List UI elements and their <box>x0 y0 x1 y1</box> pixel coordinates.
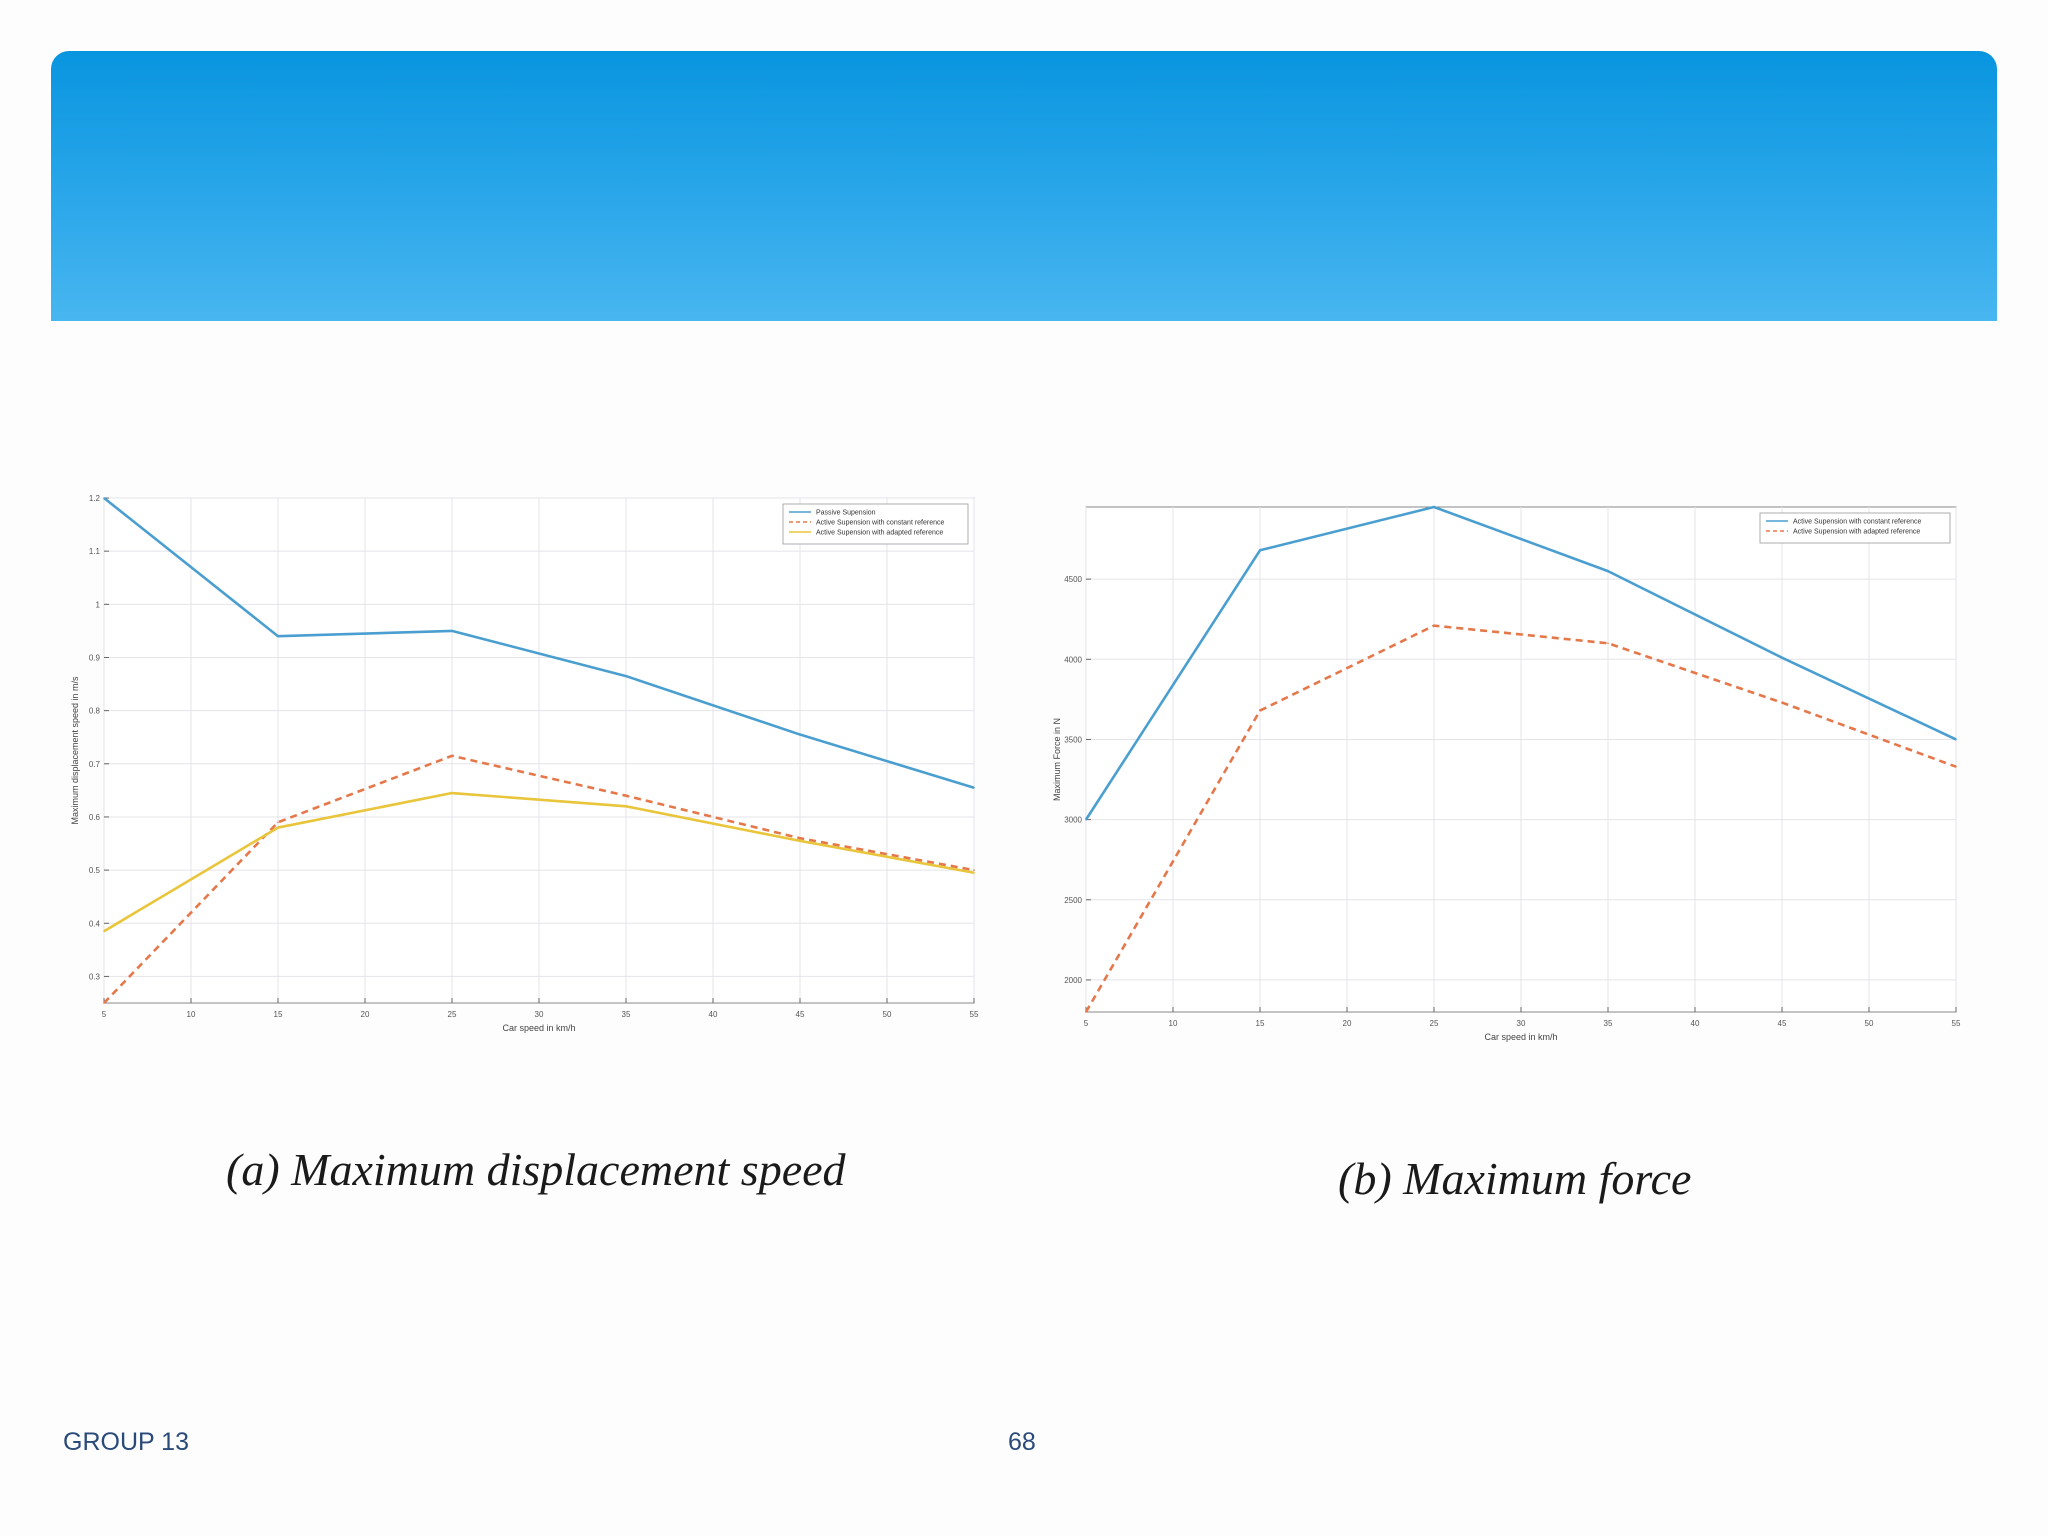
data-point <box>1259 709 1261 712</box>
data-point <box>1433 506 1435 508</box>
footer-group-label: GROUP 13 <box>63 1428 189 1456</box>
data-point <box>973 869 975 871</box>
data-point <box>277 821 279 824</box>
data-point <box>103 1002 105 1004</box>
legend-label-2: Active Supension with constant reference <box>816 520 945 527</box>
data-point <box>1085 1011 1087 1013</box>
chart-maximum-force: 5 10 15 20 25 30 35 40 45 50 55 2000 2500 3000 3500 400… <box>1052 505 1961 1042</box>
x-tick-label: 40 <box>1691 1019 1700 1028</box>
data-point <box>973 871 975 874</box>
data-point <box>451 755 453 757</box>
x-tick-label: 50 <box>883 1010 892 1019</box>
x-tick-label: 35 <box>622 1010 631 1019</box>
y-tick-label: 1 <box>96 600 101 609</box>
x-tick-label: 20 <box>1343 1019 1352 1028</box>
series-line-2 <box>103 754 975 1004</box>
series-line-1 <box>1084 505 1957 821</box>
title-banner <box>51 51 1997 321</box>
data-point <box>277 826 279 829</box>
y-tick-label: 1.1 <box>89 547 101 556</box>
caption-displacement-speed: (a) Maximum displacement speed <box>226 1144 846 1195</box>
data-point <box>1607 570 1609 572</box>
x-tick-label: 40 <box>709 1010 718 1019</box>
legend-label-3: Active Supension with adapted reference <box>816 530 943 537</box>
x-tick-label: 10 <box>1169 1019 1178 1028</box>
data-point <box>103 497 105 499</box>
y-axis-label: Maximum displacement speed in m/s <box>70 676 80 825</box>
chart-displacement-speed: 5 10 15 20 25 30 35 40 45 50 55 0.3 0.4 0.5 0.6 0.7 0.8 0… <box>70 494 979 1033</box>
x-tick-label: 55 <box>970 1010 979 1019</box>
y-tick-label: 0.5 <box>89 866 101 875</box>
y-tick-label: 3000 <box>1064 816 1082 825</box>
x-tick-label: 15 <box>1256 1019 1265 1028</box>
page-number: 68 <box>1008 1428 1036 1456</box>
x-tick-label: 5 <box>1084 1019 1089 1028</box>
data-point <box>625 805 627 808</box>
data-point <box>625 794 627 797</box>
y-tick-label: 0.4 <box>89 919 101 928</box>
x-tick-label: 10 <box>187 1010 196 1019</box>
data-point <box>799 733 801 736</box>
data-point <box>451 630 453 632</box>
y-axis-label: Maximum Force in N <box>1052 718 1062 801</box>
x-tick-label: 20 <box>361 1010 370 1019</box>
y-tick-label: 0.6 <box>89 813 101 822</box>
data-point <box>973 786 975 789</box>
x-tick-label: 25 <box>1430 1019 1439 1028</box>
data-point <box>277 635 279 638</box>
y-tick-label: 2500 <box>1064 896 1082 905</box>
data-point <box>1259 549 1261 552</box>
x-tick-label: 30 <box>535 1010 544 1019</box>
legend-box <box>1759 512 1951 544</box>
legend-label-1: Passive Supension <box>816 510 876 517</box>
x-tick-label: 25 <box>448 1010 457 1019</box>
y-tick-label: 1.2 <box>89 494 101 503</box>
data-point <box>1433 624 1435 627</box>
data-point <box>103 930 105 933</box>
data-point <box>1781 701 1783 704</box>
y-tick-label: 0.8 <box>89 707 101 716</box>
x-tick-label: 35 <box>1604 1019 1613 1028</box>
data-point <box>451 792 453 794</box>
legend-label-2: Active Supension with adapted reference <box>1793 529 1920 536</box>
x-tick-label: 30 <box>1517 1019 1526 1028</box>
series-line-2 <box>1084 624 1957 1013</box>
x-tick-label: 45 <box>1778 1019 1787 1028</box>
data-point <box>1085 818 1087 821</box>
data-point <box>799 837 801 840</box>
series-line-1 <box>103 496 975 789</box>
legend-box <box>782 503 969 545</box>
x-axis-label: Car speed in km/h <box>1484 1032 1557 1042</box>
legend-label-1: Active Supension with constant reference <box>1793 519 1922 526</box>
x-tick-label: 15 <box>274 1010 283 1019</box>
caption-maximum-force: (b) Maximum force <box>1338 1153 1692 1204</box>
data-point <box>1781 656 1783 659</box>
data-point <box>1955 765 1957 768</box>
x-tick-label: 45 <box>796 1010 805 1019</box>
y-tick-label: 2000 <box>1064 976 1082 985</box>
y-tick-label: 0.9 <box>89 653 101 662</box>
y-tick-label: 4000 <box>1064 655 1082 664</box>
y-tick-label: 0.3 <box>89 972 101 981</box>
x-tick-label: 5 <box>102 1010 107 1019</box>
x-tick-label: 50 <box>1865 1019 1874 1028</box>
x-axis-label: Car speed in km/h <box>502 1023 575 1033</box>
y-tick-label: 3500 <box>1064 735 1082 744</box>
data-point <box>799 840 801 842</box>
y-tick-label: 4500 <box>1064 575 1082 584</box>
y-tick-label: 0.7 <box>89 760 101 769</box>
data-point <box>625 675 627 677</box>
series-line-3 <box>103 791 975 933</box>
x-tick-label: 55 <box>1952 1019 1961 1028</box>
data-point <box>1607 642 1609 645</box>
data-point <box>1955 738 1957 741</box>
